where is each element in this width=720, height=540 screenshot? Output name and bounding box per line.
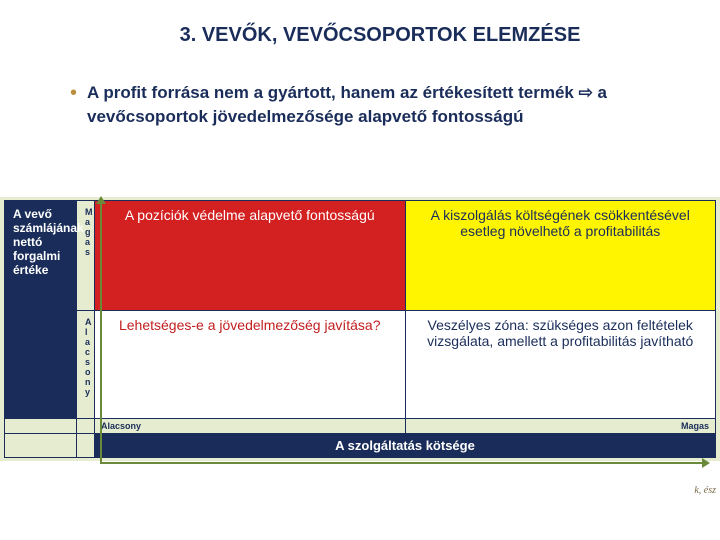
col-axis-label: A szolgáltatás kötsége xyxy=(335,438,475,453)
bullet-text: A profit forrása nem a gyártott, hanem a… xyxy=(87,81,660,129)
bullet-dot-icon: • xyxy=(70,81,77,129)
col-level-low: Alacsony xyxy=(101,421,141,431)
row-axis-label: A vevő számlájának nettó forgalmi értéke xyxy=(13,207,68,277)
x-axis-arrow-icon xyxy=(100,462,704,464)
row-level-high: Magas xyxy=(85,207,86,257)
footer-note: k, ész xyxy=(694,485,716,496)
matrix-table: A vevő számlájának nettó forgalmi értéke… xyxy=(0,197,720,461)
cell-bottom-right: Veszélyes zóna: szükséges azon feltétele… xyxy=(414,317,708,349)
y-axis-arrow-icon xyxy=(100,202,102,464)
cell-top-right: A kiszolgálás költségének csökkentésével… xyxy=(414,207,708,239)
cell-bottom-left: Lehetséges-e a jövedelmezőség javítása? xyxy=(103,317,397,333)
cell-top-left: A pozíciók védelme alapvető fontosságú xyxy=(103,207,397,223)
bullet-block: • A profit forrása nem a gyártott, hanem… xyxy=(0,57,720,141)
col-level-high: Magas xyxy=(681,421,709,431)
slide-title: 3. VEVŐK, VEVŐCSOPORTOK ELEMZÉSE xyxy=(0,0,720,57)
row-level-low: Alacsony xyxy=(85,317,86,397)
